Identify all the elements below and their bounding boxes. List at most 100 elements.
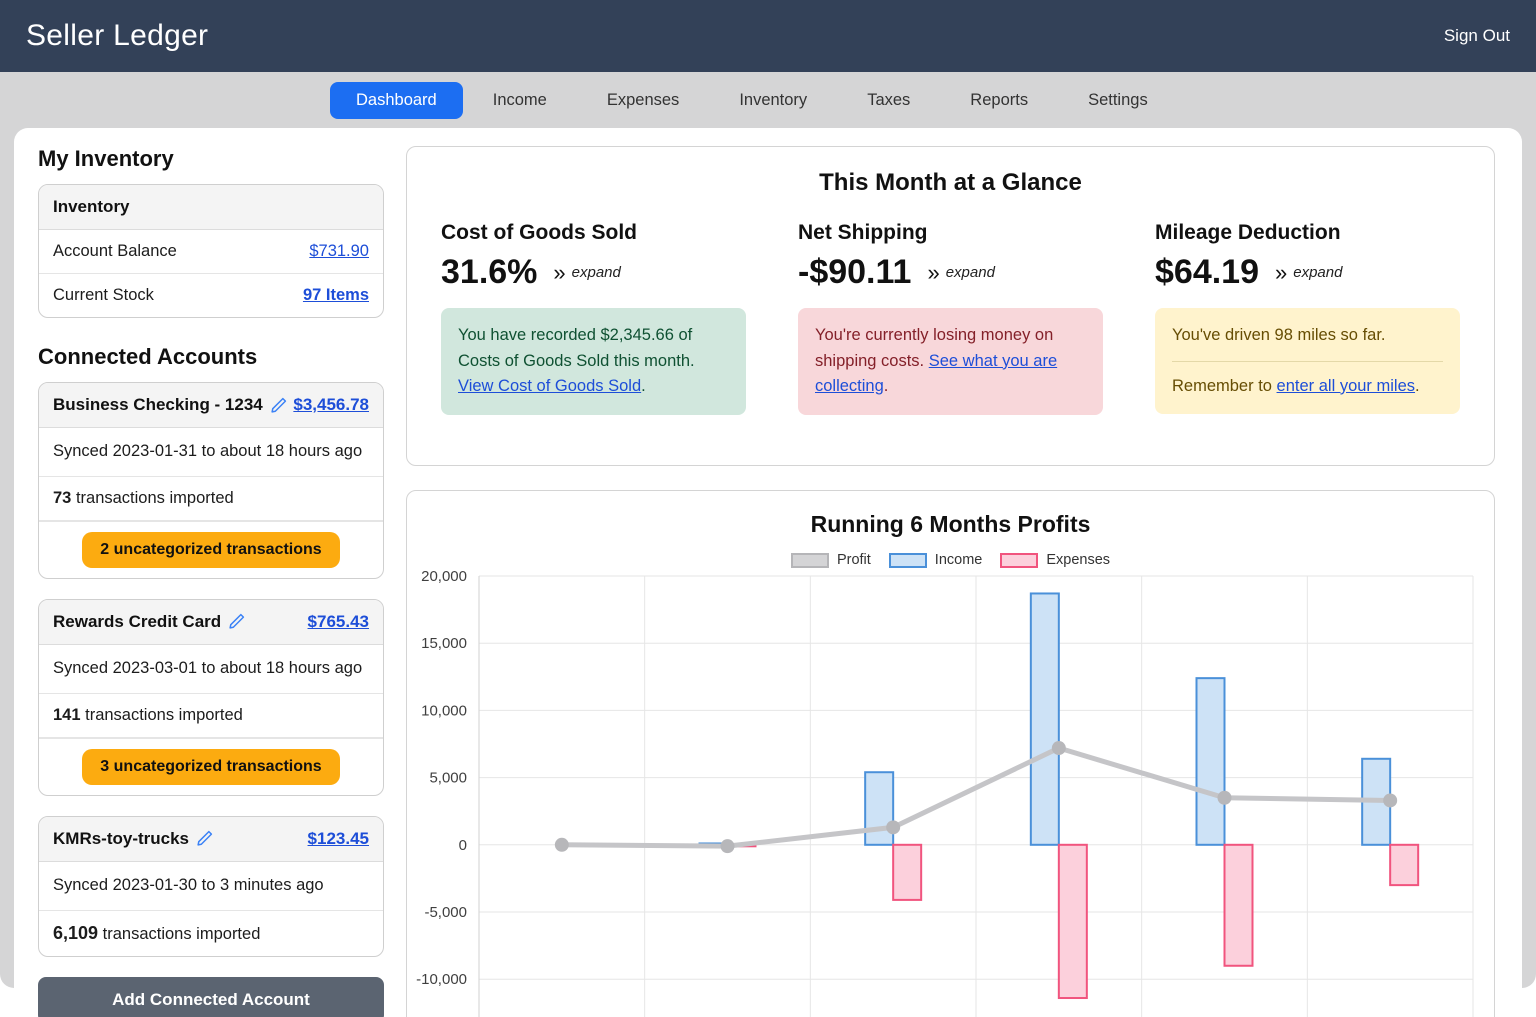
transactions-suffix: transactions imported: [71, 488, 234, 507]
month-glance-card: This Month at a Glance Cost of Goods Sol…: [406, 146, 1495, 466]
expand-link[interactable]: » expand: [927, 259, 995, 285]
metric-cost-of-goods-sold: Cost of Goods Sold 31.6% » expand You ha…: [441, 221, 746, 415]
tab-expenses[interactable]: Expenses: [606, 90, 680, 109]
svg-text:-10,000: -10,000: [416, 971, 467, 988]
metric-value: -$90.11: [798, 253, 912, 291]
shipping-collecting-link[interactable]: See what you are collecting: [815, 351, 1058, 396]
uncategorized-transactions-button[interactable]: 2 uncategorized transactions: [82, 531, 340, 568]
add-connected-account-button[interactable]: Add Connected Account: [38, 976, 384, 1017]
inventory-card-title: Inventory: [39, 185, 383, 230]
expand-link[interactable]: » expand: [553, 259, 621, 285]
transactions-count: 141: [53, 705, 81, 724]
enter-miles-link[interactable]: enter all your miles: [1276, 376, 1416, 395]
account-card-business-checking: Business Checking - 1234 $3,456.78 Synce…: [38, 382, 384, 579]
account-transactions-row: 6,109 transactions imported: [39, 911, 383, 956]
cogs-note: You have recorded $2,345.66 of Costs of …: [441, 308, 746, 415]
chart-title: Running 6 Months Profits: [810, 511, 1091, 537]
double-chevron-icon: »: [1275, 259, 1288, 285]
connected-accounts-heading: Connected Accounts: [38, 344, 258, 369]
expenses-swatch: [1000, 552, 1039, 568]
account-badge-row: 2 uncategorized transactions: [39, 520, 383, 578]
account-sync-row: Synced 2023-01-31 to about 18 hours ago: [39, 428, 383, 477]
view-cogs-link[interactable]: View Cost of Goods Sold: [458, 377, 642, 396]
metric-label: Net Shipping: [798, 221, 928, 244]
profit-swatch: [790, 552, 829, 568]
svg-text:20,000: 20,000: [421, 568, 467, 585]
transactions-suffix: transactions imported: [80, 705, 243, 724]
account-badge-row: 3 uncategorized transactions: [39, 737, 383, 795]
account-name: Rewards Credit Card: [53, 611, 222, 631]
account-card-rewards-credit: Rewards Credit Card $765.43 Synced 2023-…: [38, 598, 384, 796]
inventory-card: Inventory Account Balance $731.90 Curren…: [38, 184, 384, 318]
edit-account-icon[interactable]: [228, 613, 245, 630]
account-balance-value-link[interactable]: $731.90: [309, 242, 369, 260]
main-nav: Dashboard Income Expenses Inventory Taxe…: [0, 72, 1536, 128]
glance-metrics: Cost of Goods Sold 31.6% » expand You ha…: [407, 221, 1494, 415]
svg-text:0: 0: [459, 837, 467, 854]
account-sync-row: Synced 2023-03-01 to about 18 hours ago: [39, 645, 383, 694]
note-text: You have recorded $2,345.66 of Costs of …: [458, 326, 695, 370]
transactions-count: 73: [53, 488, 72, 507]
edit-account-icon[interactable]: [270, 397, 287, 414]
account-balance-label: Account Balance: [53, 242, 177, 260]
metric-net-shipping: Net Shipping -$90.11 » expand You're cur…: [798, 221, 1103, 415]
account-name: Business Checking - 1234: [53, 395, 263, 414]
edit-account-icon[interactable]: [196, 830, 213, 847]
tab-taxes[interactable]: Taxes: [867, 90, 911, 109]
account-balance-row: Account Balance $731.90: [39, 230, 383, 274]
metric-label: Cost of Goods Sold: [441, 221, 637, 244]
glance-title: This Month at a Glance: [819, 169, 1082, 196]
account-balance-link[interactable]: $3,456.78: [293, 395, 369, 414]
account-name: KMRs-toy-trucks: [53, 828, 190, 848]
sync-status-text: Synced 2023-03-01 to about 18 hours ago: [53, 658, 363, 677]
svg-text:15,000: 15,000: [421, 635, 467, 652]
tab-income[interactable]: Income: [492, 90, 547, 109]
metric-mileage-deduction: Mileage Deduction $64.19 » expand You've…: [1155, 221, 1460, 415]
mileage-note: You've driven 98 miles so far. Remember …: [1155, 308, 1460, 415]
account-balance-link[interactable]: $765.43: [307, 611, 369, 631]
account-card-kmrs-toy-trucks: KMRs-toy-trucks $123.45 Synced 2023-01-3…: [38, 815, 384, 957]
note-divider: [1172, 360, 1443, 362]
uncategorized-transactions-button[interactable]: 3 uncategorized transactions: [82, 748, 340, 785]
svg-text:10,000: 10,000: [421, 702, 467, 719]
app-title: Seller Ledger: [26, 19, 209, 52]
income-swatch: [888, 552, 927, 568]
tab-inventory[interactable]: Inventory: [739, 90, 808, 109]
chart-legend: Profit Income Expenses: [407, 552, 1494, 568]
expand-link[interactable]: » expand: [1275, 259, 1343, 285]
current-stock-label: Current Stock: [53, 286, 154, 304]
transactions-count: 6,109: [53, 922, 99, 943]
tab-settings[interactable]: Settings: [1088, 90, 1148, 109]
metric-value: 31.6%: [441, 253, 538, 291]
svg-text:-5,000: -5,000: [424, 904, 467, 921]
svg-text:5,000: 5,000: [429, 770, 467, 787]
tab-dashboard[interactable]: Dashboard: [330, 81, 463, 119]
profits-chart-card: Running 6 Months Profits Profit Income E…: [406, 490, 1495, 1017]
legend-item-profit[interactable]: Profit: [790, 552, 871, 568]
legend-item-income[interactable]: Income: [888, 552, 982, 568]
double-chevron-icon: »: [553, 259, 566, 285]
current-stock-row: Current Stock 97 Items: [39, 274, 383, 317]
account-sync-row: Synced 2023-01-30 to 3 minutes ago: [39, 862, 383, 911]
double-chevron-icon: »: [927, 259, 940, 285]
profits-chart: 20,000 15,000 10,000 5,000 0 -5,000 -10,000: [416, 568, 1474, 1017]
my-inventory-heading: My Inventory: [38, 146, 174, 171]
sign-out-link[interactable]: Sign Out: [1443, 26, 1510, 45]
account-header: Rewards Credit Card $765.43: [39, 599, 383, 645]
content-panel: My Inventory Inventory Account Balance $…: [14, 128, 1522, 1017]
tab-reports[interactable]: Reports: [970, 90, 1029, 109]
account-balance-link[interactable]: $123.45: [307, 828, 369, 848]
note-text: You've driven 98 miles so far.: [1172, 326, 1386, 344]
app-header: Seller Ledger Sign Out: [0, 0, 1536, 72]
metric-label: Mileage Deduction: [1155, 221, 1341, 244]
current-stock-value-link[interactable]: 97 Items: [302, 286, 369, 304]
account-transactions-row: 73 transactions imported: [39, 477, 383, 521]
legend-item-expenses[interactable]: Expenses: [1000, 552, 1110, 568]
sync-status-text: Synced 2023-01-30 to 3 minutes ago: [53, 875, 324, 894]
transactions-suffix: transactions imported: [98, 924, 261, 943]
sync-status-text: Synced 2023-01-31 to about 18 hours ago: [53, 442, 363, 460]
account-header: KMRs-toy-trucks $123.45: [39, 816, 383, 862]
sidebar: My Inventory Inventory Account Balance $…: [38, 146, 384, 1017]
metric-value: $64.19: [1155, 253, 1259, 291]
